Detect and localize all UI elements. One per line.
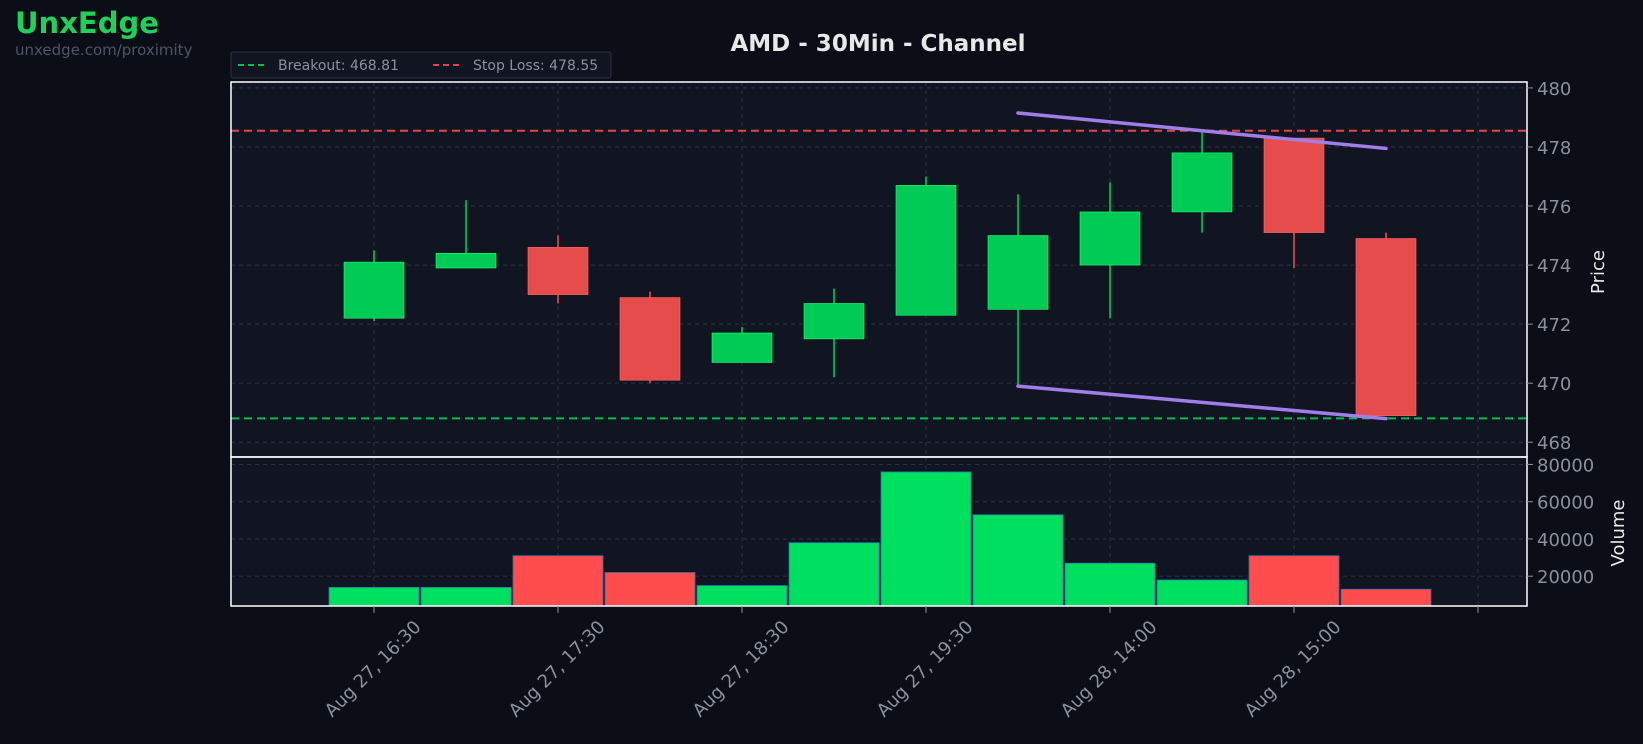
candle-body: [527, 247, 589, 295]
price-axis-label: Price: [1588, 250, 1609, 294]
x-tick-label: Aug 28, 15:00: [1241, 617, 1346, 722]
x-tick-label: Aug 27, 17:30: [505, 617, 610, 722]
legend-label: Breakout: 468.81: [278, 58, 399, 74]
volume-tick-label: 80000: [1537, 455, 1594, 476]
volume-bar: [788, 542, 880, 607]
volume-bar: [420, 586, 512, 607]
volume-bar: [1064, 562, 1156, 607]
legend-label: Stop Loss: 478.55: [473, 58, 598, 74]
brand-block: UnxEdge unxedge.com/proximity: [15, 6, 193, 60]
price-tick-label: 480: [1537, 79, 1571, 100]
volume-tick-label: 20000: [1537, 567, 1594, 588]
candle-body: [987, 235, 1049, 310]
price-tick-label: 478: [1537, 138, 1571, 159]
volume-bar: [512, 555, 604, 607]
candle-body: [1355, 238, 1417, 416]
price-tick-label: 476: [1537, 197, 1571, 218]
candle-body: [1263, 137, 1325, 233]
x-tick-label: Aug 27, 18:30: [689, 617, 794, 722]
brand-url: unxedge.com/proximity: [15, 41, 193, 59]
x-tick-label: Aug 27, 16:30: [321, 617, 426, 722]
candle-body: [895, 185, 957, 316]
price-tick-label: 474: [1537, 256, 1571, 277]
chart-title: AMD - 30Min - Channel: [730, 31, 1025, 57]
volume-bar: [696, 585, 788, 607]
candle-body: [435, 252, 497, 269]
volume-tick-label: 40000: [1537, 530, 1594, 551]
candle-body: [619, 297, 681, 381]
volume-bar: [1248, 555, 1340, 607]
candle-body: [343, 261, 405, 319]
volume-tick-label: 60000: [1537, 493, 1594, 514]
x-tick-label: Aug 27, 19:30: [873, 617, 978, 722]
channel-lower-line: [1016, 384, 1388, 421]
volume-bar: [604, 572, 696, 607]
candle-body: [711, 332, 773, 363]
price-tick-label: 468: [1537, 433, 1571, 454]
price-tick-label: 470: [1537, 374, 1571, 395]
legend-box: [230, 51, 612, 79]
candle-body: [1079, 211, 1141, 266]
x-tick-label: Aug 28, 14:00: [1057, 617, 1162, 722]
price-panel: [231, 82, 1527, 457]
volume-bar: [1156, 579, 1248, 607]
volume-bar: [1340, 588, 1432, 607]
candle-body: [1171, 152, 1233, 213]
volume-bar: [880, 471, 972, 607]
volume-bar: [328, 586, 420, 607]
volume-bar: [972, 514, 1064, 607]
volume-axis-label: Volume: [1608, 500, 1629, 567]
channel-upper-line: [1016, 111, 1388, 151]
volume-panel-frame: [230, 456, 1528, 607]
price-tick-label: 472: [1537, 315, 1571, 336]
brand-name: UnxEdge: [15, 6, 159, 40]
candle-body: [803, 303, 865, 340]
